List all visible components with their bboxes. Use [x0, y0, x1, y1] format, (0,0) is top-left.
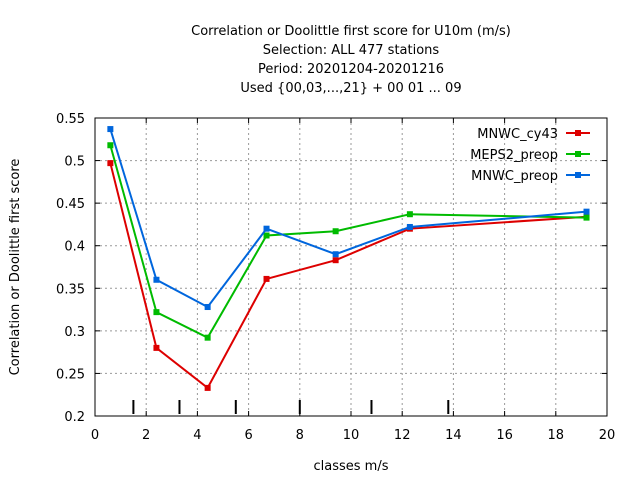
data-point: [107, 126, 114, 133]
x-tick-label: 20: [599, 428, 616, 443]
x-tick-label: 4: [193, 428, 201, 443]
data-point: [406, 223, 413, 230]
chart-title: Correlation or Doolittle first score for…: [191, 24, 511, 96]
legend-marker: [575, 130, 581, 136]
data-point: [204, 334, 211, 341]
y-tick-label: 0.45: [56, 197, 85, 212]
data-point: [204, 304, 211, 311]
legend-label: MNWC_preop: [471, 169, 558, 184]
x-tick-label: 6: [244, 428, 252, 443]
data-point: [406, 211, 413, 218]
data-point: [263, 225, 270, 232]
legend-label: MNWC_cy43: [477, 127, 558, 142]
title-line: Selection: ALL 477 stations: [263, 43, 440, 58]
data-point: [153, 276, 160, 283]
data-point: [107, 142, 114, 149]
y-tick-label: 0.5: [64, 155, 85, 170]
x-tick-label: 16: [496, 428, 513, 443]
legend-marker: [575, 172, 581, 178]
y-tick-label: 0.2: [64, 410, 85, 425]
data-point: [153, 309, 160, 316]
data-point: [332, 251, 339, 258]
x-axis-ticks: 0 2 4 6 8 10 12 14 16 18 20: [91, 118, 615, 443]
data-point: [107, 160, 114, 167]
data-point: [332, 257, 339, 264]
y-axis-label: Correlation or Doolittle first score: [8, 159, 23, 376]
title-line: Used {00,03,...,21} + 00 01 ... 09: [240, 81, 461, 96]
legend-marker: [575, 151, 581, 157]
x-tick-label: 0: [91, 428, 99, 443]
data-point: [332, 228, 339, 235]
y-tick-label: 0.3: [64, 325, 85, 340]
x-tick-label: 8: [296, 428, 304, 443]
data-point: [583, 208, 590, 215]
data-point: [263, 275, 270, 282]
series-line: [109, 162, 587, 390]
x-axis-label: classes m/s: [314, 459, 389, 474]
x-tick-label: 14: [445, 428, 462, 443]
legend-label: MEPS2_preop: [470, 148, 558, 163]
x-tick-label: 10: [343, 428, 360, 443]
data-point: [153, 344, 160, 351]
y-tick-label: 0.25: [56, 367, 85, 382]
grid: [95, 118, 607, 416]
data-point: [583, 214, 590, 221]
x-tick-label: 12: [394, 428, 411, 443]
title-line: Period: 20201204-20201216: [258, 62, 444, 77]
series: [107, 126, 590, 391]
data-point: [204, 384, 211, 391]
x-tick-label: 18: [548, 428, 565, 443]
class-boundary-marks: [132, 400, 450, 414]
data-point: [263, 232, 270, 239]
x-tick-label: 2: [142, 428, 150, 443]
title-line: Correlation or Doolittle first score for…: [191, 24, 511, 39]
y-tick-label: 0.35: [56, 282, 85, 297]
y-tick-label: 0.55: [56, 112, 85, 127]
y-tick-label: 0.4: [64, 240, 85, 255]
legend: MNWC_cy43 MEPS2_preop MNWC_preop: [470, 127, 590, 184]
y-axis-ticks: 0.2 0.25 0.3 0.35 0.4 0.45 0.5 0.55: [56, 112, 607, 425]
